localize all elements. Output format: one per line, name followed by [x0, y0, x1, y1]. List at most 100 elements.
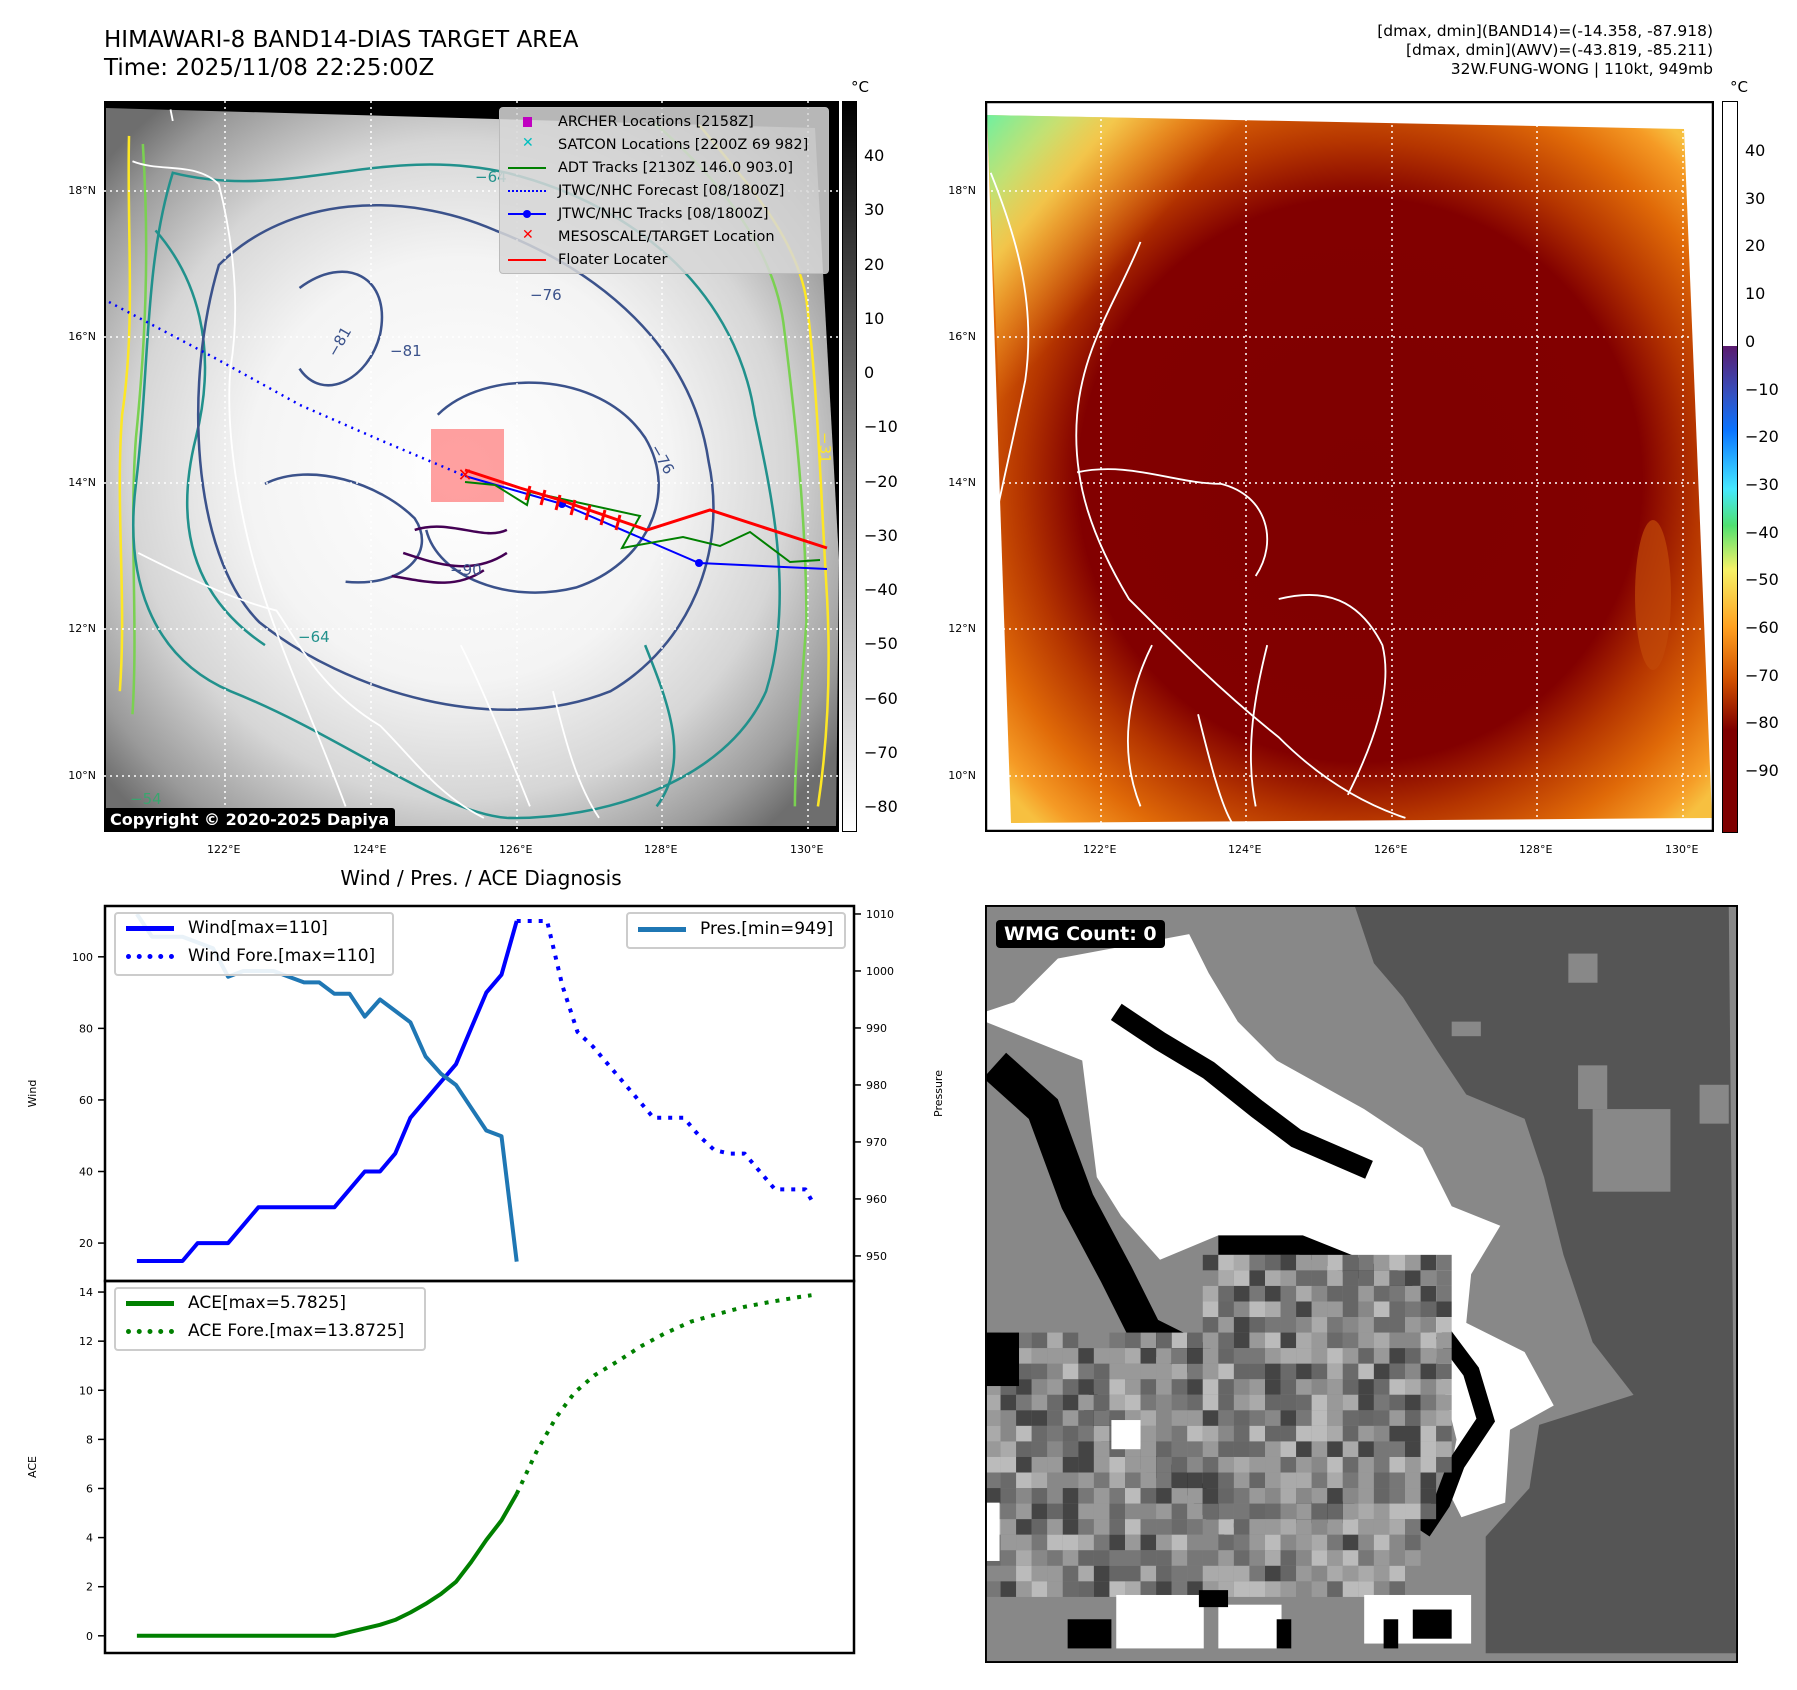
contour-label: −64 — [475, 168, 507, 186]
contour-label: −76 — [530, 286, 562, 304]
product-title: HIMAWARI-8 BAND14-DIAS TARGET AREA — [104, 27, 579, 53]
y2-tick-label: 980 — [866, 1079, 887, 1092]
wmg-pixel — [1202, 1519, 1219, 1535]
wmg-pixel — [1233, 1332, 1250, 1349]
wmg-pixel — [1202, 1456, 1219, 1473]
wmg-pixel — [1358, 1301, 1374, 1318]
wmg-pixel — [1296, 1565, 1312, 1582]
wmg-pixel — [1202, 1410, 1219, 1426]
wmg-pixel — [1358, 1534, 1374, 1551]
y-tick-label: 8 — [86, 1433, 93, 1446]
wmg-pixel — [1265, 1394, 1281, 1411]
wmg-pixel — [1016, 1441, 1032, 1457]
wmg-pixel — [1031, 1441, 1048, 1457]
wmg-pixel — [1296, 1456, 1312, 1473]
wmg-pixel — [1265, 1456, 1281, 1473]
wmg-pixel — [1093, 1519, 1110, 1535]
wmg-pixel — [1280, 1503, 1297, 1520]
wmg-pixel — [1373, 1363, 1390, 1380]
wmg-pixel — [1125, 1394, 1141, 1411]
wmg-pixel — [1373, 1488, 1390, 1504]
wmg-pixel — [1373, 1441, 1390, 1457]
wmg-pixel — [1311, 1254, 1328, 1271]
wmg-pixel — [1249, 1441, 1266, 1457]
wmg-pixel — [1233, 1441, 1250, 1457]
wmg-pixel — [1389, 1425, 1406, 1442]
wmg-pixel — [1171, 1503, 1188, 1520]
wmg-pixel — [1093, 1581, 1110, 1597]
wmg-pixel — [1327, 1270, 1343, 1286]
wmg-pixel — [1202, 1472, 1219, 1489]
wmg-pixel — [1062, 1410, 1079, 1426]
series-line-wind-fore- — [516, 919, 814, 1202]
wmg-pixel — [1062, 1441, 1079, 1457]
wmg-pixel — [1342, 1285, 1359, 1302]
wmg-pixel — [1280, 1285, 1297, 1302]
wmg-pixel — [1265, 1503, 1281, 1520]
wmg-pixel — [1156, 1441, 1172, 1457]
wmg-pixel — [1156, 1565, 1172, 1582]
wmg-pixel — [1373, 1394, 1390, 1411]
wmg-pixel — [1218, 1332, 1234, 1349]
wmg-pixel — [1265, 1550, 1281, 1566]
wmg-pixel — [1031, 1472, 1048, 1489]
wmg-pixel — [1140, 1565, 1157, 1582]
figure-title: HIMAWARI-8 BAND14-DIAS TARGET AREA Time:… — [104, 26, 578, 82]
wmg-pixel — [1047, 1332, 1063, 1349]
wmg-pixel — [1420, 1488, 1437, 1504]
wmg-pixel — [1342, 1488, 1359, 1504]
wmg-pixel — [1342, 1254, 1359, 1271]
wmg-pixel — [1171, 1581, 1188, 1597]
legend-label: ACE Fore.[max=13.8725] — [188, 1321, 405, 1341]
legend-label: JTWC/NHC Tracks [08/1800Z] — [558, 206, 769, 222]
contour-label: −81 — [390, 342, 422, 360]
wmg-pixel — [1062, 1472, 1079, 1489]
wmg-pixel — [1031, 1565, 1048, 1582]
colorbar-tick-label: −30 — [864, 525, 898, 545]
y-tick-label: 20 — [79, 1237, 93, 1250]
wmg-pixel — [1342, 1317, 1359, 1333]
ir-colorbar — [842, 101, 857, 832]
wmg-pixel — [1000, 1581, 1017, 1597]
wmg-pixel — [1202, 1363, 1219, 1380]
wmg-pixel — [1296, 1441, 1312, 1457]
wmg-pixel — [1078, 1534, 1094, 1551]
band14-range: [dmax, dmin](BAND14)=(-14.358, -87.918) — [1377, 22, 1713, 40]
wmg-pixel — [1249, 1503, 1266, 1520]
wmg-pixel — [1140, 1503, 1157, 1520]
adt-track — [464, 481, 821, 564]
wmg-pixel — [1280, 1565, 1297, 1582]
legend-label: ARCHER Locations [2158Z] — [558, 114, 754, 130]
wmg-pixel — [1311, 1503, 1328, 1520]
wmg-pixel — [1000, 1534, 1017, 1551]
wmg-pixel — [1218, 1348, 1234, 1364]
wmg-pixel — [1233, 1379, 1250, 1395]
wmg-pixel — [1420, 1363, 1437, 1380]
wmg-pixel — [1000, 1410, 1017, 1426]
colorbar-tick-label: 0 — [1745, 331, 1756, 351]
wmg-pixel — [1249, 1581, 1266, 1597]
wmg-pixel — [1078, 1581, 1094, 1597]
wmg-pixel — [1389, 1285, 1406, 1302]
wmg-pixel — [1280, 1363, 1297, 1380]
wmg-pixel — [1156, 1550, 1172, 1566]
wmg-pixel — [1187, 1503, 1203, 1520]
wmg-pixel — [1125, 1503, 1141, 1520]
awv-range: [dmax, dmin](AWV)=(-43.819, -85.211) — [1406, 41, 1713, 59]
wmg-pixel — [1249, 1317, 1266, 1333]
axes-frame — [103, 1279, 856, 1655]
wmg-pixel — [1420, 1394, 1437, 1411]
wmg-pixel — [1265, 1519, 1281, 1535]
wmg-pixel — [1296, 1317, 1312, 1333]
wmg-pixel — [1436, 1379, 1452, 1395]
wmg-pixel — [1202, 1565, 1219, 1582]
wmg-pixel — [1218, 1285, 1234, 1302]
y-tick-label: 14 — [79, 1286, 93, 1299]
wmg-pixel — [1405, 1254, 1421, 1271]
wmg-pixel — [1249, 1550, 1266, 1566]
wmg-pixel — [1156, 1534, 1172, 1551]
wmg-pixel — [1156, 1456, 1172, 1473]
wmg-pixel — [1373, 1503, 1390, 1520]
wmg-pixel — [1062, 1503, 1079, 1520]
wmg-pixel — [1358, 1270, 1374, 1286]
